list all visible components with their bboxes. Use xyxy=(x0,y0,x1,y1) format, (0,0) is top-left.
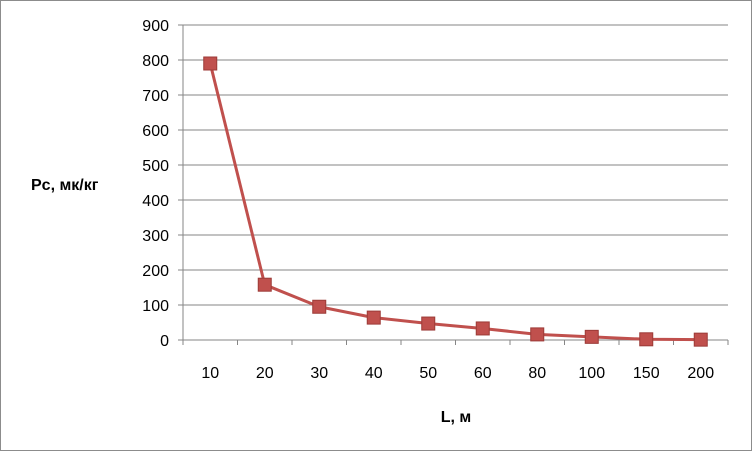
y-tick-label: 200 xyxy=(142,263,169,280)
x-tick-label: 80 xyxy=(528,365,546,382)
x-axis-title: L, м xyxy=(441,409,472,426)
y-tick-label: 900 xyxy=(142,18,169,35)
gridlines xyxy=(183,24,728,306)
data-point-marker xyxy=(693,332,708,347)
x-tick-label: 60 xyxy=(474,365,492,382)
y-tick-label: 600 xyxy=(142,123,169,140)
x-tick-labels: 10 20 30 40 50 60 80 100 150 200 xyxy=(201,365,714,382)
series-line xyxy=(208,63,701,342)
data-point-marker xyxy=(257,277,272,292)
data-point-marker xyxy=(639,332,654,347)
x-tick-label: 30 xyxy=(310,365,328,382)
x-tick-label: 50 xyxy=(419,365,437,382)
data-point-marker xyxy=(366,310,381,325)
data-point-marker xyxy=(312,299,327,314)
x-tick-label: 40 xyxy=(365,365,383,382)
axes xyxy=(178,24,729,345)
y-tick-labels: 0 100 200 300 400 500 600 700 800 900 xyxy=(142,18,169,350)
y-tick-label: 800 xyxy=(142,53,169,70)
data-point-marker xyxy=(530,327,545,342)
y-tick-label: 300 xyxy=(142,228,169,245)
x-tick-label: 150 xyxy=(633,365,660,382)
y-tick-label: 500 xyxy=(142,158,169,175)
series-group xyxy=(203,56,708,347)
x-tick-label: 20 xyxy=(256,365,274,382)
x-tick-label: 200 xyxy=(687,365,714,382)
y-axis-title: Рс, мк/кг xyxy=(31,177,99,194)
x-tick-label: 100 xyxy=(578,365,605,382)
y-tick-label: 0 xyxy=(160,333,169,350)
y-tick-label: 400 xyxy=(142,193,169,210)
y-tick-label: 100 xyxy=(142,298,169,315)
data-point-marker xyxy=(421,316,436,331)
data-point-marker xyxy=(584,329,599,344)
x-tick-label: 10 xyxy=(201,365,219,382)
data-point-marker xyxy=(475,321,490,336)
data-point-marker xyxy=(203,56,218,71)
y-tick-label: 700 xyxy=(142,88,169,105)
